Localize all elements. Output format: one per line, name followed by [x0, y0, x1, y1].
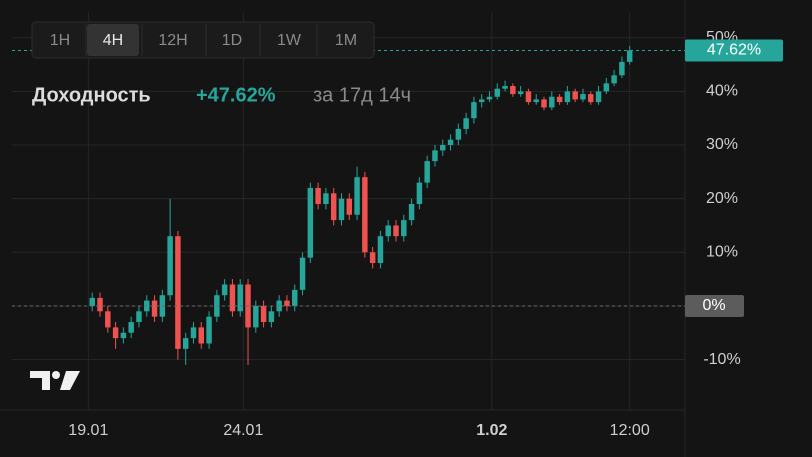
candle-body — [167, 236, 173, 296]
candle-body — [120, 332, 127, 339]
candle-body — [580, 94, 586, 100]
candle-body — [175, 236, 181, 349]
candle-body — [330, 193, 337, 221]
candle-body — [401, 220, 407, 237]
candle-body — [182, 338, 189, 349]
x-tick-label: 19.01 — [68, 422, 108, 439]
candle-body — [549, 96, 555, 108]
interval-button[interactable]: 1H — [50, 32, 70, 49]
candle-body — [595, 91, 602, 103]
header-label: Доходность — [32, 84, 151, 106]
candle-body — [221, 284, 228, 296]
candle-body — [112, 327, 119, 339]
candle-body — [346, 198, 353, 215]
y-tick-label: -10% — [703, 351, 740, 368]
baseline-badge — [685, 294, 744, 317]
candle-body — [198, 327, 205, 344]
candle-body — [299, 257, 306, 290]
candle-body — [494, 88, 501, 97]
candle-body — [564, 91, 571, 103]
candle-body — [136, 311, 142, 323]
x-tick-label: 1.02 — [476, 422, 507, 439]
candle-body — [432, 150, 438, 162]
candle-body — [128, 322, 134, 333]
candle-body — [471, 102, 477, 119]
y-tick-label: 30% — [706, 136, 738, 153]
candle-body — [292, 289, 298, 306]
candle-body — [533, 99, 539, 103]
interval-bar — [31, 21, 375, 59]
candle-body — [237, 284, 243, 312]
candle-body — [323, 193, 329, 205]
candle-body — [377, 236, 384, 264]
candle-body — [556, 96, 563, 103]
header-return: +47.62% — [196, 84, 276, 106]
x-tick-label: 12:00 — [610, 422, 650, 439]
candle-body — [416, 182, 423, 205]
candle-body — [362, 177, 368, 253]
candle-body — [611, 75, 617, 84]
interval-active-bg — [87, 24, 139, 56]
candle-body — [393, 225, 399, 237]
y-tick-label: 10% — [706, 244, 738, 261]
candle-body — [338, 198, 345, 221]
candle-body — [588, 94, 594, 103]
overlay: 47.62% 0% — [12, 39, 783, 317]
candle-body — [97, 297, 103, 312]
candle-body — [463, 118, 469, 129]
candle-body — [619, 61, 625, 76]
candle-body — [276, 300, 282, 312]
logo-part — [52, 371, 60, 379]
candle-body — [369, 252, 376, 264]
candle-body — [190, 327, 197, 339]
header-period: за 17д 14ч — [313, 84, 411, 106]
candle-body — [455, 128, 462, 140]
candle-body — [572, 91, 578, 100]
candle-body — [447, 139, 454, 146]
current-badge — [685, 39, 783, 62]
interval-button[interactable]: 4H — [103, 32, 123, 49]
candle-body — [268, 311, 275, 323]
candle-body — [315, 187, 321, 205]
candle-body — [502, 86, 508, 89]
candle-body — [525, 91, 532, 103]
candle-body — [385, 225, 391, 237]
interval-button[interactable]: 1M — [335, 32, 357, 49]
candle-body — [284, 300, 290, 306]
candle-body — [253, 305, 259, 328]
y-tick-label: 20% — [706, 190, 738, 207]
x-tick-label: 24.01 — [223, 422, 263, 439]
logo — [30, 371, 80, 390]
candle-body — [105, 311, 111, 328]
candle-body — [541, 99, 547, 108]
interval-button[interactable]: 1W — [277, 32, 302, 49]
candle-body — [89, 297, 95, 306]
candle-body — [486, 96, 493, 100]
candle-body — [626, 50, 633, 62]
candle-body — [408, 204, 415, 221]
candle-body — [151, 300, 158, 317]
baseline-label: 0% — [702, 297, 725, 314]
current-label: 47.62% — [707, 42, 761, 59]
candle-body — [229, 284, 236, 312]
logo-part — [60, 371, 80, 390]
candle-body — [424, 161, 430, 183]
logo-part — [30, 371, 50, 390]
interval-button[interactable]: 12H — [158, 32, 187, 49]
candle-body — [206, 316, 212, 344]
candle-body — [510, 86, 516, 95]
candle-body — [603, 83, 610, 92]
candle-body — [478, 99, 485, 103]
interval-buttons: 1H 4H 12H 1D 1W 1M — [50, 24, 357, 56]
candle-body — [307, 187, 314, 258]
y-tick-label: 40% — [706, 83, 738, 100]
candle-body — [354, 177, 360, 215]
candle-body — [440, 145, 446, 151]
candle-body — [517, 91, 524, 95]
interval-button[interactable]: 1D — [222, 32, 242, 49]
candle-body — [260, 305, 267, 323]
